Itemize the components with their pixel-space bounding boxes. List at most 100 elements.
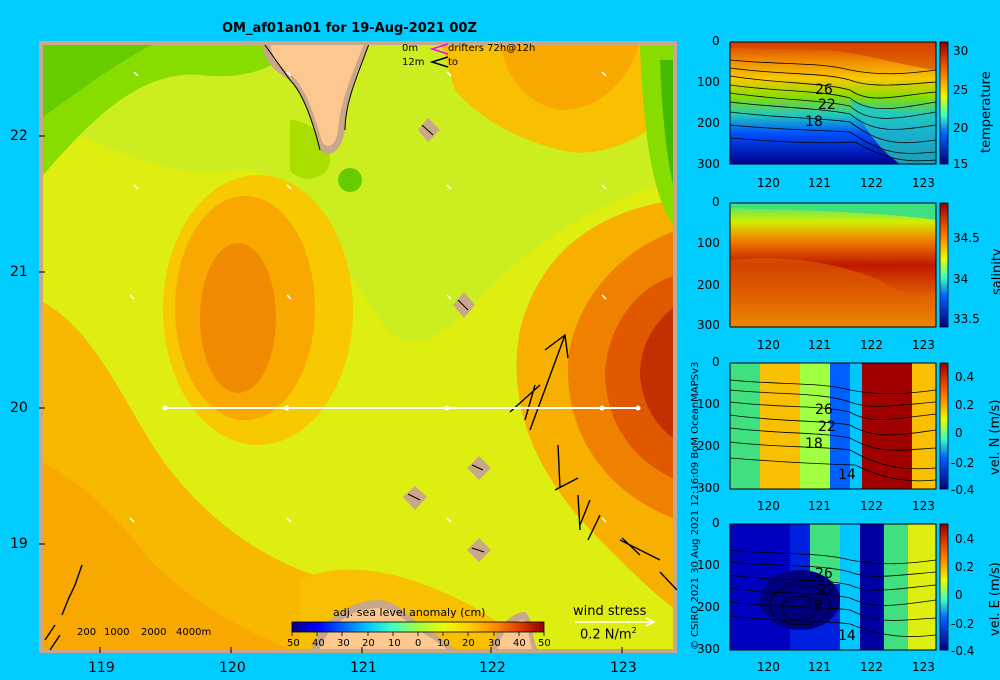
colorbar-tick: 10 xyxy=(437,638,450,649)
veln-lon-123: 123 xyxy=(912,499,935,513)
vele-contour-22: 22 xyxy=(818,582,836,598)
section-panels xyxy=(729,41,949,651)
veln-lon-122: 122 xyxy=(860,499,883,513)
sal-depth-200: 200 xyxy=(697,278,720,292)
vele-lon-123: 123 xyxy=(912,660,935,674)
veln-axis-label: vel. N (m/s) xyxy=(988,399,1000,475)
sal-depth-300: 300 xyxy=(697,318,720,332)
veln-lon-120: 120 xyxy=(757,499,780,513)
veln-contour-26: 26 xyxy=(815,402,833,418)
vele-cbar-0.4: 0.4 xyxy=(955,532,975,546)
temp-depth-100: 100 xyxy=(697,75,720,89)
veln-cbar--0.4: -0.4 xyxy=(951,483,975,497)
veln-cbar-0.4: 0.4 xyxy=(955,370,975,384)
wind-stress-label: wind stress xyxy=(573,604,647,619)
colorbar-tick: 10 xyxy=(388,638,401,649)
temp-contour-26: 26 xyxy=(815,82,833,98)
lat-tick-20: 20 xyxy=(10,400,28,416)
colorbar-label: adj. sea level anomaly (cm) xyxy=(333,606,486,619)
sal-lon-122: 122 xyxy=(860,338,883,352)
sal-lon-123: 123 xyxy=(912,338,935,352)
temp-cbar-20: 20 xyxy=(953,121,969,135)
veln-cbar-0.2: 0.2 xyxy=(955,398,975,412)
vele-axis-label: vel. E (m/s) xyxy=(988,562,1000,636)
vele-lon-120: 120 xyxy=(757,660,780,674)
lon-tick-122: 122 xyxy=(479,660,506,676)
drifter-legend-depth-12: 12m xyxy=(402,57,425,68)
veln-cbar--0.2: -0.2 xyxy=(951,456,975,470)
colorbar-tick: 20 xyxy=(462,638,475,649)
sal-lon-120: 120 xyxy=(757,338,780,352)
sal-cbar-34: 34 xyxy=(953,272,969,286)
lat-tick-19: 19 xyxy=(10,536,28,552)
temp-lon-122: 122 xyxy=(860,176,883,190)
lat-tick-22: 22 xyxy=(10,128,28,144)
vele-depth-0: 0 xyxy=(712,516,720,530)
vele-lon-122: 122 xyxy=(860,660,883,674)
vele-cbar--0.4: -0.4 xyxy=(951,644,975,658)
lon-tick-119: 119 xyxy=(88,660,115,676)
sal-cbar-33.5: 33.5 xyxy=(953,312,980,326)
temperature-panel xyxy=(729,41,949,165)
vele-contour-18: 18 xyxy=(805,598,823,614)
colorbar-tick: 40 xyxy=(312,638,325,649)
temp-depth-300: 300 xyxy=(697,157,720,171)
vele-cbar-0.2: 0.2 xyxy=(955,560,975,574)
vele-cbar--0.2: -0.2 xyxy=(951,617,975,631)
veln-contour-22: 22 xyxy=(818,419,836,435)
sal-depth-0: 0 xyxy=(712,195,720,209)
colorbar-tick: 30 xyxy=(337,638,350,649)
bathy-legend-2000: 2000 xyxy=(141,627,167,638)
veln-depth-300: 300 xyxy=(697,481,720,495)
temp-lon-123: 123 xyxy=(912,176,935,190)
drifter-legend-depth-0: 0m xyxy=(402,43,419,54)
sal-cbar-34.5: 34.5 xyxy=(953,231,980,245)
bathy-legend-4000: 4000m xyxy=(176,627,212,638)
vele-contour-14: 14 xyxy=(838,628,856,644)
vele-depth-200: 200 xyxy=(697,600,720,614)
drifter-legend-text-0: drifters 72h@12h xyxy=(448,43,536,54)
veln-lon-121: 121 xyxy=(808,499,831,513)
colorbar-tick: 50 xyxy=(538,638,551,649)
temp-axis-label: temperature xyxy=(979,71,994,153)
temp-lon-120: 120 xyxy=(757,176,780,190)
colorbar-tick: 40 xyxy=(513,638,526,649)
drifter-legend-text-12: to xyxy=(448,57,459,68)
veln-contour-18: 18 xyxy=(805,436,823,452)
bathy-legend-200: 200 xyxy=(77,627,97,638)
sal-depth-100: 100 xyxy=(697,236,720,250)
lat-tick-21: 21 xyxy=(10,264,28,280)
colorbar-tick: 0 xyxy=(415,638,422,649)
sal-axis-label: salinity xyxy=(990,248,1000,295)
sea-level-map xyxy=(39,41,677,653)
vel-e-panel xyxy=(729,523,949,651)
vele-lon-121: 121 xyxy=(808,660,831,674)
temp-cbar-25: 25 xyxy=(953,83,969,97)
vele-depth-300: 300 xyxy=(697,642,720,656)
lon-tick-123: 123 xyxy=(610,660,637,676)
temp-cbar-15: 15 xyxy=(953,157,969,171)
map-title: OM_af01an01 for 19-Aug-2021 00Z xyxy=(222,21,477,36)
bathy-legend-1000: 1000 xyxy=(104,627,130,638)
vele-cbar-0: 0 xyxy=(955,588,963,602)
colorbar-tick: 20 xyxy=(362,638,375,649)
veln-contour-14: 14 xyxy=(838,467,856,483)
vele-contour-26: 26 xyxy=(815,566,833,582)
temp-contour-18: 18 xyxy=(805,114,823,130)
sal-lon-121: 121 xyxy=(808,338,831,352)
vele-depth-100: 100 xyxy=(697,558,720,572)
temp-cbar-30: 30 xyxy=(953,44,969,58)
lon-tick-120: 120 xyxy=(219,660,246,676)
veln-depth-200: 200 xyxy=(697,439,720,453)
lon-tick-121: 121 xyxy=(350,660,377,676)
veln-depth-0: 0 xyxy=(712,355,720,369)
wind-stress-scale: 0.2 N/m2 xyxy=(580,626,637,643)
veln-cbar-0: 0 xyxy=(955,426,963,440)
vel-n-panel xyxy=(729,362,949,490)
temp-lon-121: 121 xyxy=(808,176,831,190)
temp-depth-0: 0 xyxy=(712,34,720,48)
colorbar-tick: 50 xyxy=(287,638,300,649)
colorbar-tick: 30 xyxy=(488,638,501,649)
salinity-panel xyxy=(729,202,949,328)
temp-depth-200: 200 xyxy=(697,116,720,130)
